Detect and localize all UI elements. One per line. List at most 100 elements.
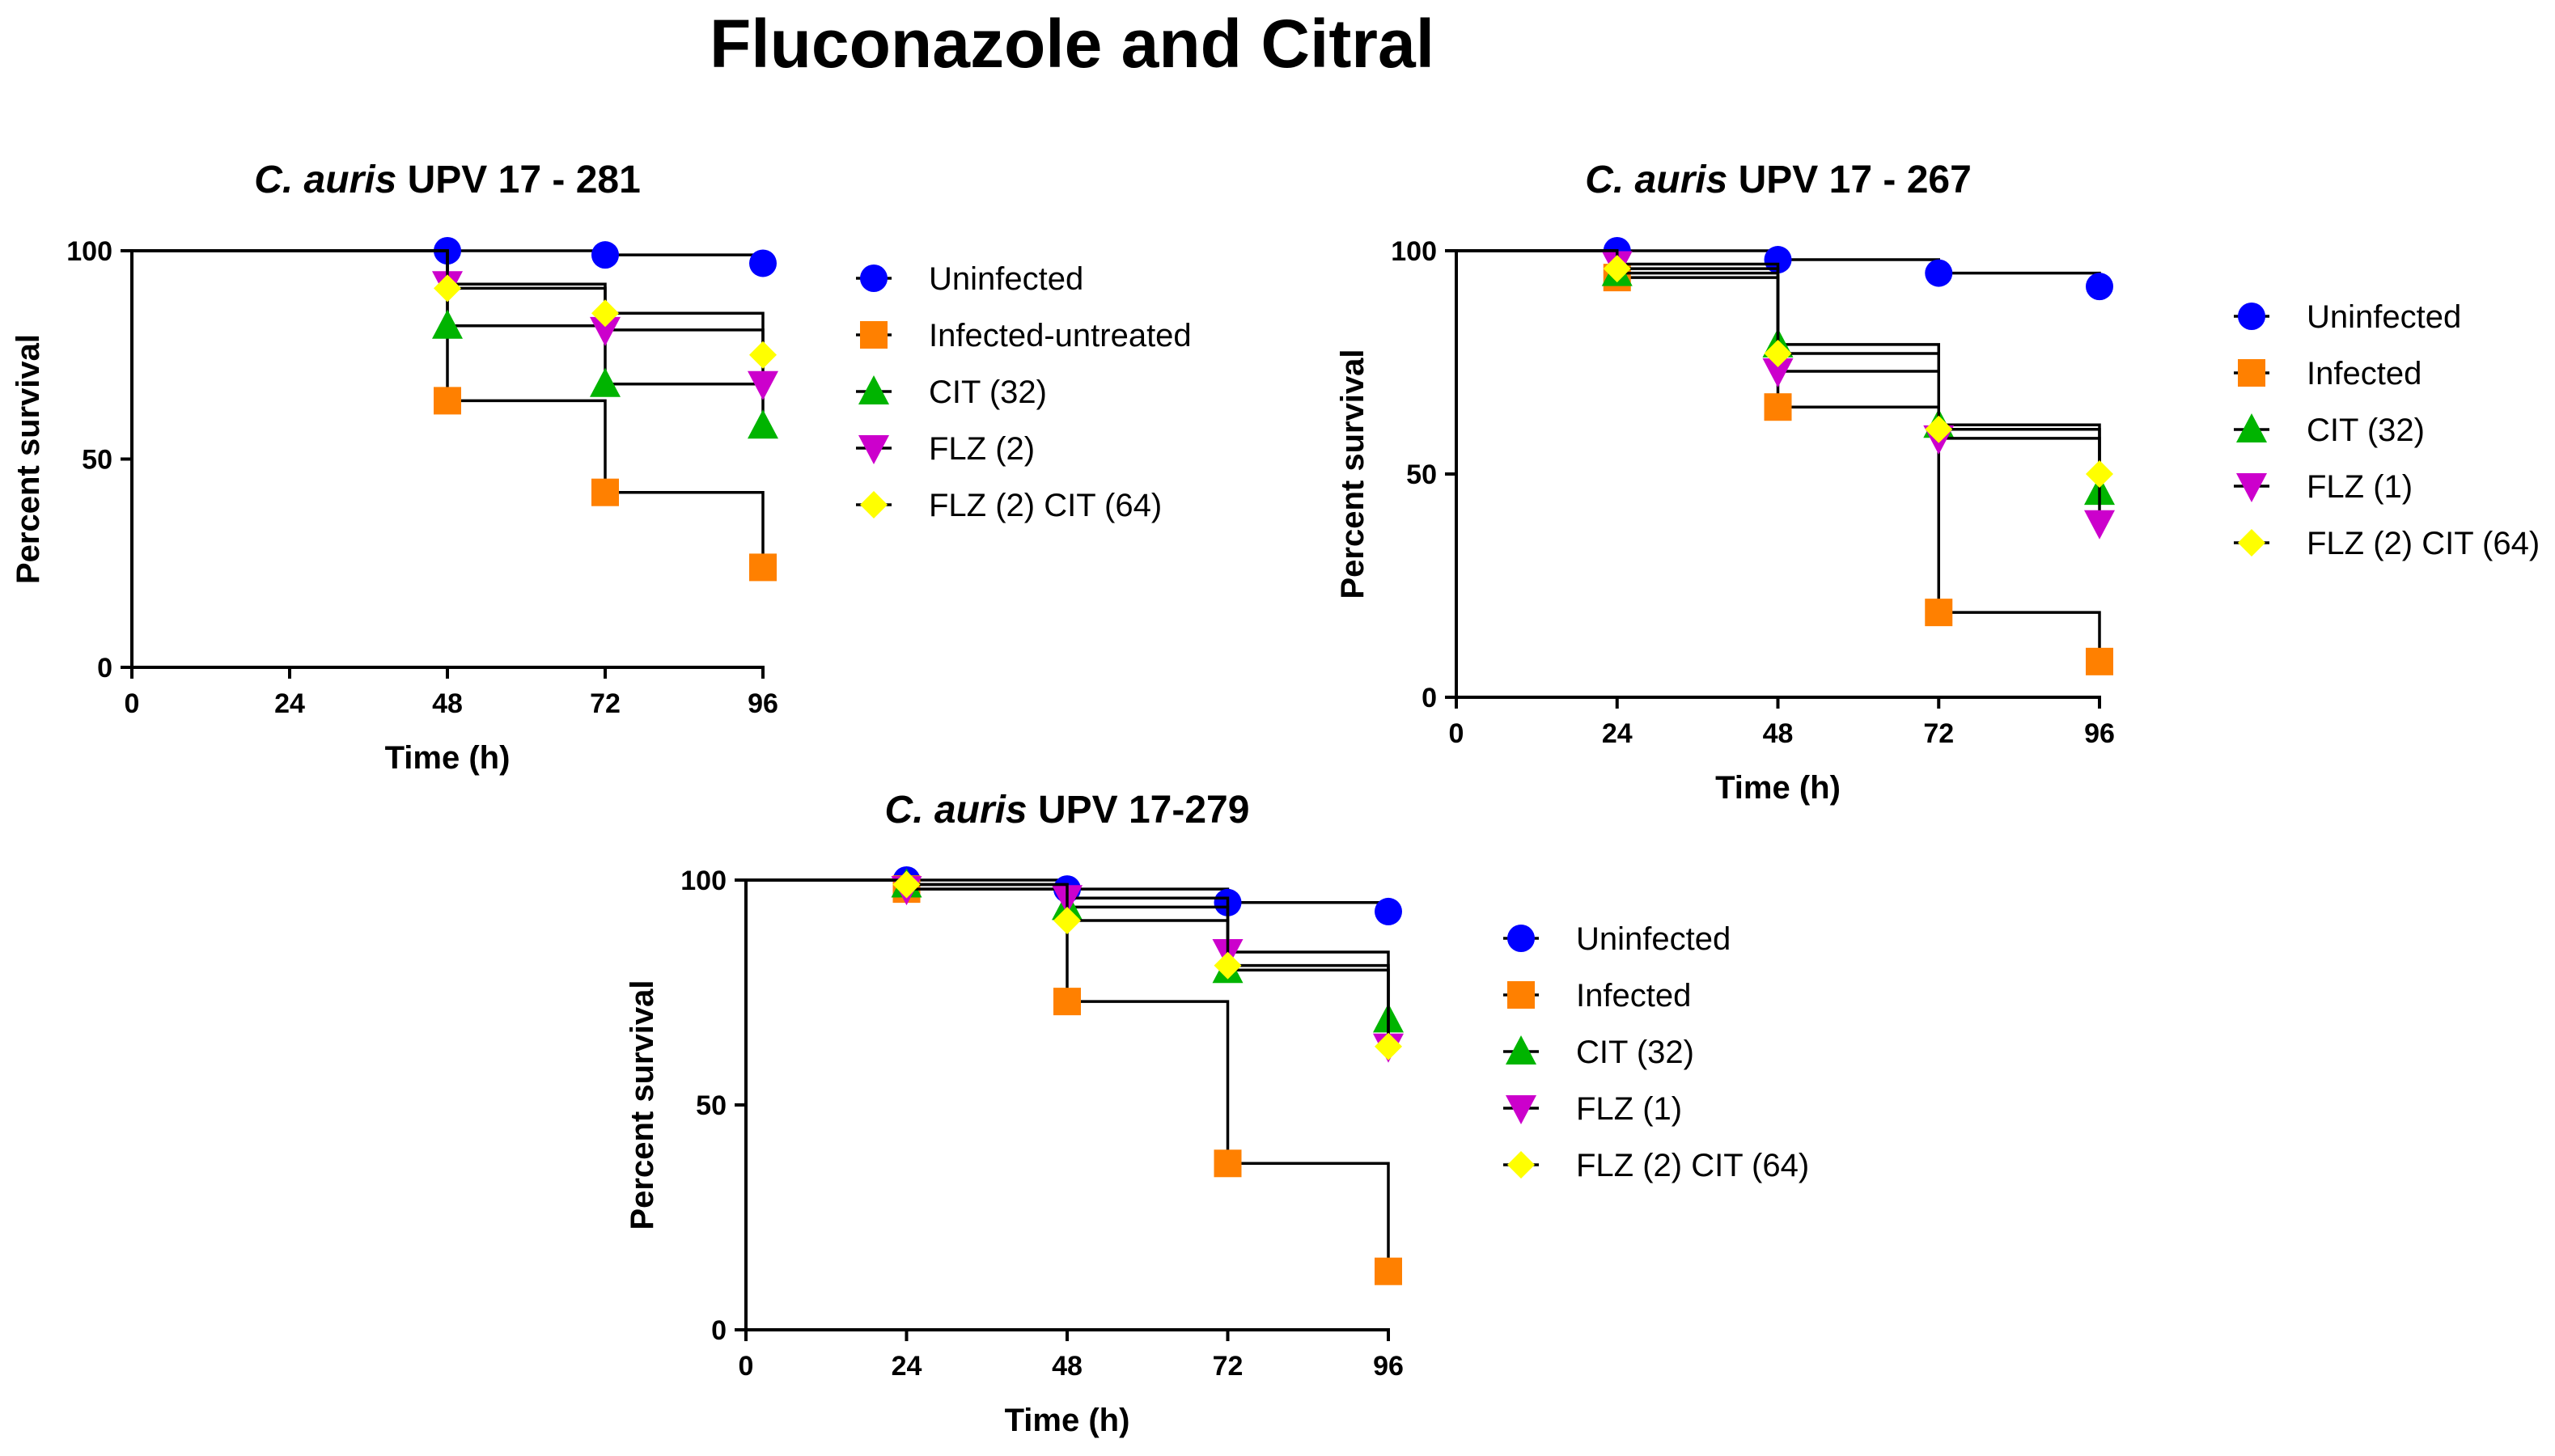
data-point-cit [432, 309, 463, 339]
data-point-infected [434, 387, 461, 415]
data-point-flzcit [1925, 415, 1953, 443]
chart-panel-1: C. auris UPV 17 - 281 0 24 48 72 96 0 50 100 Time… [11, 159, 1192, 776]
y-axis-label: Percent survival [11, 334, 46, 584]
x-tick-label: 0 [739, 1351, 754, 1382]
data-point-infected [1925, 599, 1953, 627]
legend-marker-uninfected [860, 265, 888, 292]
legend-label: FLZ (2) [929, 431, 1035, 467]
legend-marker-flz [1506, 1095, 1536, 1124]
panel-title-strain: UPV 17-279 [1028, 789, 1250, 832]
data-point-infected [591, 478, 619, 506]
x-axis-label: Time (h) [1715, 770, 1841, 806]
data-point-uninfected [2086, 273, 2113, 301]
legend-label: Uninfected [1576, 921, 1731, 957]
y-axis-label: Percent survival [625, 980, 660, 1230]
x-tick-label: 0 [1449, 718, 1464, 749]
data-point-infected [1053, 988, 1081, 1016]
data-point-flzcit [892, 870, 921, 899]
x-axis-label: Time (h) [385, 740, 511, 776]
x-tick-label: 48 [1763, 718, 1794, 749]
legend-label: Uninfected [929, 261, 1083, 297]
survival-line-infected [746, 878, 1390, 1272]
legend-label: Infected [1576, 978, 1691, 1014]
data-point-flz [1762, 358, 1794, 388]
x-tick-label: 96 [1373, 1351, 1404, 1382]
data-point-uninfected [591, 241, 619, 269]
x-tick-label: 48 [1052, 1351, 1083, 1382]
x-tick-label: 24 [892, 1351, 922, 1382]
data-point-uninfected [1925, 259, 1953, 287]
y-tick-label: 50 [82, 445, 112, 476]
legend-marker-infected [860, 321, 888, 349]
legend-label: CIT (32) [2307, 413, 2425, 448]
survival-line-flzcit [132, 249, 765, 355]
legend-label: FLZ (1) [1576, 1091, 1682, 1127]
legend-marker-flz [2236, 473, 2267, 502]
legend-label: Infected [2307, 356, 2422, 392]
survival-line-uninfected [746, 878, 1390, 912]
panel-title-strain: UPV 17 - 281 [396, 159, 641, 201]
data-point-infected [1375, 1257, 1402, 1285]
legend-label: Uninfected [2307, 299, 2461, 335]
panel-title-strain: UPV 17 - 267 [1727, 159, 1972, 201]
panel-title: C. auris UPV 17 - 267 [1585, 159, 1972, 201]
x-tick-label: 0 [125, 688, 140, 719]
legend-marker-uninfected [1507, 925, 1535, 952]
legend-label: FLZ (1) [2307, 469, 2413, 505]
legend-marker-flzcit [1507, 1151, 1535, 1179]
y-axis-label: Percent survival [1335, 349, 1371, 599]
panel-title: C. auris UPV 17 - 281 [254, 159, 641, 201]
y-tick-label: 100 [66, 236, 112, 267]
data-point-uninfected [749, 249, 777, 277]
legend-marker-cit [1506, 1035, 1536, 1064]
legend-label: FLZ (2) CIT (64) [929, 488, 1162, 523]
x-axis-label: Time (h) [1005, 1403, 1130, 1438]
chart-panel-2: C. auris UPV 17 - 267 0 24 48 72 96 0 50 100 Time… [1335, 159, 2540, 806]
data-point-uninfected [1375, 897, 1402, 925]
y-tick-label: 50 [1406, 459, 1437, 490]
data-point-cit [748, 409, 778, 439]
data-point-infected [1214, 1149, 1242, 1178]
data-point-flzcit [1053, 907, 1081, 935]
legend-label: Infected-untreated [929, 318, 1192, 353]
data-point-flz [590, 316, 621, 346]
data-point-flzcit [591, 299, 619, 328]
survival-line-uninfected [1456, 249, 2101, 287]
panel-title-species: C. auris [1585, 159, 1727, 201]
y-tick-label: 100 [680, 866, 727, 896]
legend-marker-uninfected [2238, 303, 2265, 330]
legend-label: CIT (32) [929, 375, 1047, 410]
legend-label: FLZ (2) CIT (64) [1576, 1148, 1809, 1183]
x-tick-label: 72 [1923, 718, 1954, 749]
data-point-flzcit [434, 274, 461, 303]
data-point-cit [590, 367, 621, 397]
x-tick-label: 96 [2084, 718, 2115, 749]
x-tick-label: 96 [748, 688, 778, 719]
x-tick-label: 48 [432, 688, 463, 719]
legend-marker-cit [858, 375, 889, 404]
data-point-infected [1764, 393, 1792, 421]
y-tick-label: 0 [1422, 683, 1437, 713]
y-tick-label: 0 [711, 1315, 727, 1346]
data-point-flz [2084, 510, 2115, 540]
data-point-infected [2086, 647, 2113, 675]
data-point-flz [748, 370, 778, 400]
data-point-flzcit [1603, 255, 1631, 283]
figure-title: Fluconazole and Citral [709, 6, 1435, 82]
data-point-infected [749, 553, 777, 582]
legend-marker-flzcit [2238, 529, 2265, 557]
legend-marker-infected [1507, 981, 1535, 1009]
data-point-flzcit [1764, 339, 1792, 367]
data-point-flzcit [1375, 1032, 1402, 1060]
data-point-uninfected [1764, 246, 1792, 274]
x-tick-label: 72 [1213, 1351, 1244, 1382]
panel-title-species: C. auris [254, 159, 396, 201]
y-tick-label: 50 [696, 1090, 727, 1121]
panel-title: C. auris UPV 17-279 [885, 789, 1250, 832]
legend-marker-flzcit [860, 491, 888, 518]
legend-marker-cit [2236, 413, 2267, 442]
legend-marker-flz [858, 435, 889, 464]
x-tick-label: 72 [590, 688, 621, 719]
legend-label: FLZ (2) CIT (64) [2307, 526, 2540, 561]
